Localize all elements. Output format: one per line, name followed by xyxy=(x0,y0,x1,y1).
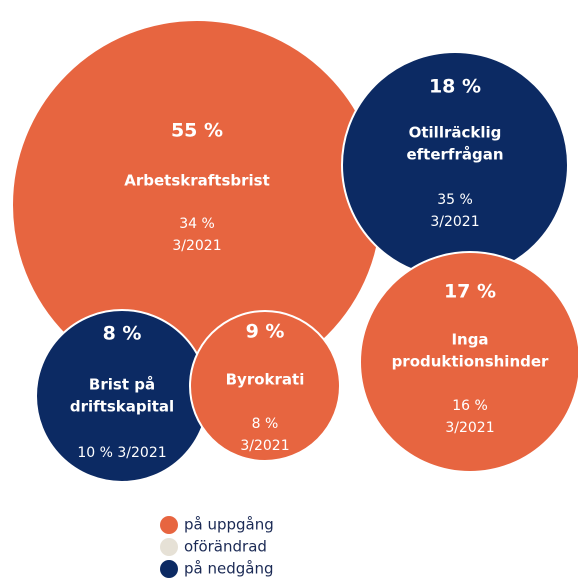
previous-label: 8 % xyxy=(252,416,279,432)
legend-label: oförändrad xyxy=(184,538,267,556)
value-label: 9 % xyxy=(246,321,285,343)
previous-label: 35 % xyxy=(437,192,473,208)
legend-swatch xyxy=(160,538,178,556)
bubble-name: Brist på xyxy=(89,376,155,394)
previous-label: 3/2021 xyxy=(240,438,289,454)
value-label: 55 % xyxy=(171,120,223,142)
bubble xyxy=(189,310,341,462)
previous-label: 16 % xyxy=(452,398,488,414)
bubble-name: produktionshinder xyxy=(392,353,549,371)
bubble-name: driftskapital xyxy=(70,398,174,416)
legend-label: på nedgång xyxy=(184,560,273,578)
value-label: 8 % xyxy=(103,323,142,345)
bubble-name: Byrokrati xyxy=(226,371,305,389)
previous-label: 34 % xyxy=(179,216,215,232)
previous-label: 3/2021 xyxy=(445,420,494,436)
bubble-name: Arbetskraftsbrist xyxy=(124,172,270,190)
value-label: 17 % xyxy=(444,281,496,303)
bubble-name: efterfrågan xyxy=(406,146,503,164)
value-label: 18 % xyxy=(429,76,481,98)
previous-label: 3/2021 xyxy=(172,238,221,254)
bubble-name: Inga xyxy=(451,331,488,349)
previous-label: 3/2021 xyxy=(430,214,479,230)
legend-swatch xyxy=(160,560,178,578)
legend-label: på uppgång xyxy=(184,516,274,534)
previous-label: 10 % 3/2021 xyxy=(77,445,166,461)
bubble xyxy=(359,251,578,473)
bubble-name: Otillräcklig xyxy=(409,124,502,142)
legend-swatch xyxy=(160,516,178,534)
